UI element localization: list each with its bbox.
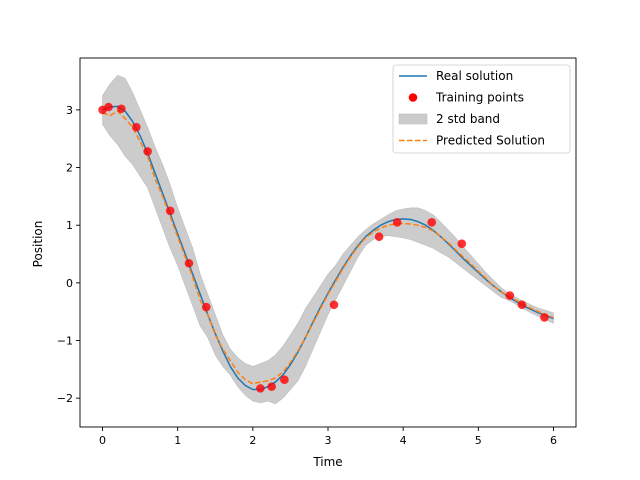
legend-box — [392, 64, 571, 154]
y-tick-label: 1 — [66, 219, 73, 232]
training-point — [505, 291, 515, 300]
y-axis-label: Position — [31, 221, 45, 268]
plot-area: 0 1 2 3 4 5 6 −2 −1 0 1 2 3 — [57, 57, 577, 447]
y-tick-label: −1 — [57, 335, 73, 348]
predicted-solution-line — [102, 110, 554, 385]
training-point — [427, 218, 437, 227]
training-point — [280, 375, 289, 385]
training-point — [143, 147, 152, 156]
std-band-area — [102, 74, 554, 405]
training-point — [329, 300, 339, 310]
x-tick-label: 5 — [475, 434, 482, 447]
legend-training-points-swatch — [408, 93, 418, 102]
legend: Real solution Training points 2 std band Pr… — [392, 64, 571, 154]
training-point — [540, 313, 549, 322]
x-tick-label: 6 — [550, 434, 557, 447]
training-point — [165, 206, 175, 216]
data-layer — [98, 74, 554, 405]
y-tick-label: 2 — [66, 162, 73, 175]
x-tick-label: 4 — [400, 434, 407, 447]
training-point — [457, 239, 467, 248]
y-tick-label: 3 — [66, 104, 73, 117]
x-tick-label: 0 — [99, 434, 106, 447]
y-tick-label: −2 — [57, 392, 73, 405]
training-point — [256, 384, 265, 393]
training-point — [517, 300, 527, 310]
legend-label: 2 std band — [436, 112, 500, 126]
training-point — [374, 232, 384, 242]
x-tick-label: 3 — [325, 434, 332, 447]
x-tick-label: 1 — [174, 434, 181, 447]
y-tick-label: 0 — [66, 277, 73, 290]
training-point — [184, 258, 194, 268]
legend-label: Predicted Solution — [436, 134, 545, 148]
training-point — [392, 218, 402, 227]
training-point — [201, 302, 211, 312]
training-point — [132, 122, 141, 132]
training-point — [117, 104, 126, 114]
legend-std-band-swatch — [398, 113, 428, 125]
x-tick-label: 2 — [249, 434, 256, 447]
training-point — [267, 382, 276, 391]
legend-label: Training points — [435, 91, 524, 105]
x-axis-label: Time — [312, 455, 342, 469]
legend-label: Real solution — [436, 69, 513, 83]
training-point — [104, 102, 113, 112]
